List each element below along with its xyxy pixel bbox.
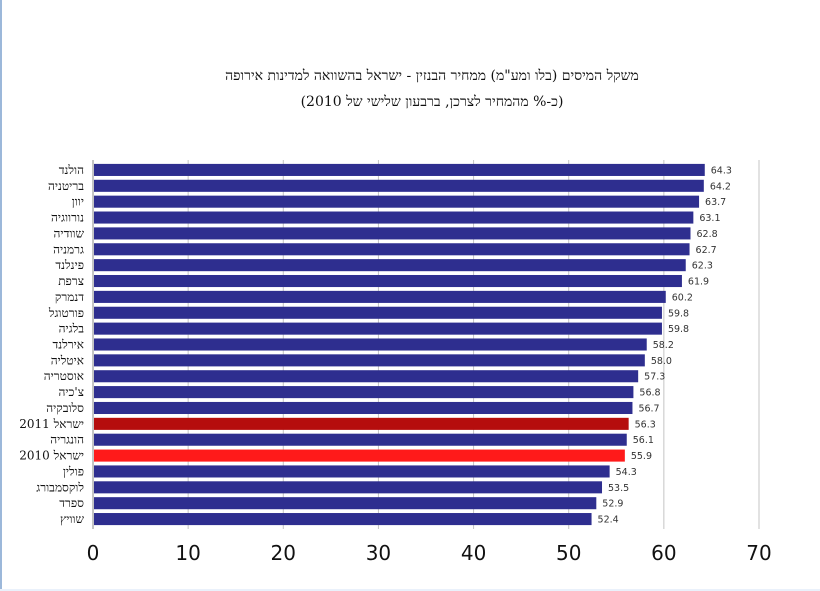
- bar: [94, 386, 634, 399]
- category-label: דנמרק: [55, 290, 84, 304]
- category-label: ספרד: [59, 496, 84, 510]
- value-label: 63.7: [705, 197, 726, 208]
- bar: [94, 290, 666, 303]
- value-label: 61.9: [688, 277, 709, 288]
- category-label: אוסטריה: [44, 369, 84, 383]
- value-label: 64.3: [711, 165, 732, 176]
- x-tick-label: 20: [271, 541, 296, 565]
- category-label: הונגריה: [50, 433, 84, 447]
- bar: [94, 417, 629, 430]
- value-label: 64.2: [710, 181, 731, 192]
- bar: [94, 227, 691, 240]
- category-label: נורווגיה: [51, 211, 84, 225]
- value-label: 57.3: [644, 372, 665, 383]
- bar: [94, 449, 625, 462]
- category-label: ישראל 2011: [19, 417, 84, 431]
- value-label: 58.2: [653, 340, 674, 351]
- bar: [94, 481, 603, 494]
- x-tick-label: 0: [87, 541, 100, 565]
- category-label: פורטוגל: [48, 306, 84, 320]
- category-label: אירלנד: [52, 338, 84, 352]
- value-label: 56.8: [639, 388, 660, 399]
- bar: [94, 401, 633, 415]
- category-label: גרמניה: [53, 242, 84, 256]
- bar: [94, 433, 627, 446]
- category-label: ישראל 2010: [19, 449, 84, 463]
- value-label: 60.2: [672, 292, 693, 303]
- bar: [94, 338, 647, 351]
- bar: [94, 179, 704, 192]
- bar: [94, 195, 700, 208]
- bar: [94, 211, 694, 224]
- bar: [94, 243, 690, 256]
- bar: [94, 163, 705, 176]
- category-label: פולין: [63, 464, 84, 478]
- value-label: 54.3: [616, 467, 637, 478]
- x-tick-label: 60: [651, 541, 676, 565]
- category-label: יוון: [72, 195, 84, 209]
- value-label: 52.9: [602, 499, 623, 510]
- value-label: 56.1: [633, 435, 654, 446]
- category-label: הולנד: [59, 163, 84, 177]
- x-tick-label: 30: [366, 541, 391, 565]
- category-label: בלגיה: [59, 322, 85, 336]
- value-label: 58.0: [651, 356, 672, 367]
- bar: [94, 370, 639, 383]
- value-label: 62.3: [692, 261, 713, 272]
- category-label: צרפת: [58, 274, 84, 288]
- category-label: בריטניה: [48, 179, 84, 193]
- x-tick-label: 50: [556, 541, 581, 565]
- x-tick-label: 10: [175, 541, 200, 565]
- value-label: 62.7: [696, 245, 717, 256]
- bar: [94, 322, 662, 335]
- value-label: 55.9: [631, 451, 652, 462]
- bar: [94, 513, 592, 526]
- value-label: 59.8: [668, 308, 689, 319]
- value-label: 56.3: [635, 419, 656, 430]
- value-label: 59.8: [668, 324, 689, 335]
- x-tick-label: 40: [461, 541, 486, 565]
- category-label: פינלנד: [55, 258, 84, 272]
- category-label: שוודיה: [54, 226, 85, 240]
- value-label: 56.7: [638, 403, 659, 414]
- chart-title: משקל המיסים (בלו ומע"מ) ממחיר הבנזין - י…: [225, 68, 639, 84]
- value-label: 63.1: [699, 213, 720, 224]
- category-label: סלובקיה: [46, 401, 84, 415]
- category-label: צ'כיה: [59, 385, 85, 399]
- value-label: 52.4: [598, 515, 619, 526]
- x-tick-label: 70: [746, 541, 771, 565]
- value-label: 62.8: [696, 229, 717, 240]
- bar: [94, 465, 610, 478]
- category-label: לוקסמבורג: [36, 480, 84, 494]
- category-label: איטליה: [51, 353, 84, 367]
- bar: [94, 274, 682, 288]
- value-label: 53.5: [608, 483, 629, 494]
- bar: [94, 354, 645, 367]
- bar: [94, 259, 686, 272]
- bar: [94, 497, 597, 510]
- category-label: שוויץ: [60, 512, 85, 526]
- chart-subtitle: (כ-% מהמחיר לצרכן, ברבעון שלישי של 2010): [300, 94, 564, 110]
- bar: [94, 306, 662, 319]
